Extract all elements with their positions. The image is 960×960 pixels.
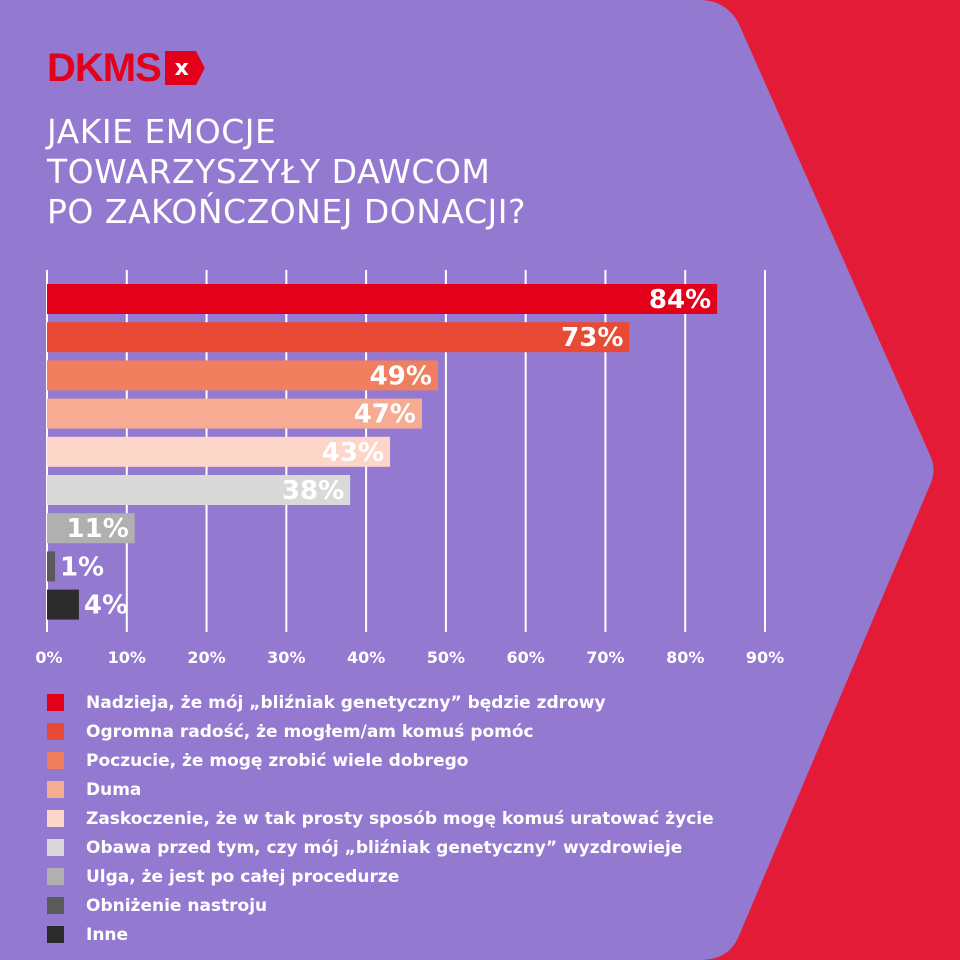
x-tick-label: 60% [507,648,545,667]
bar [47,551,55,582]
x-tick-label: 0% [35,648,62,667]
x-tick-label: 10% [108,648,146,667]
data-label: 84% [649,285,711,315]
data-label: 73% [561,323,623,353]
data-label: 4% [84,591,128,621]
legend-label: Ogromna radość, że mogłem/am komuś pomóc [86,721,534,742]
legend-label: Ulga, że jest po całej procedurze [86,866,400,887]
title-line: TOWARZYSZYŁY DAWCOM [47,152,491,191]
bar [47,322,630,353]
legend-swatch [47,781,64,798]
x-tick-label: 80% [666,648,704,667]
legend-swatch [47,897,64,914]
x-tick-label: 70% [586,648,624,667]
bar [47,475,351,505]
legend-item: Nadzieja, że mój „bliźniak genetyczny” b… [47,688,714,717]
legend-item: Poczucie, że mogę zrobić wiele dobrego [47,746,714,775]
bar [47,513,135,544]
page-title: JAKIE EMOCJE TOWARZYSZYŁY DAWCOM PO ZAKO… [47,112,526,232]
legend-label: Nadzieja, że mój „bliźniak genetyczny” b… [86,692,606,713]
legend-swatch [47,810,64,827]
legend-label: Inne [86,924,129,945]
legend-item: Ulga, że jest po całej procedurze [47,862,714,891]
data-label: 47% [354,400,416,430]
legend-item: Zaskoczenie, że w tak prosty sposób mogę… [47,804,714,833]
x-tick-label: 30% [267,648,305,667]
purple-arrow-panel [0,0,934,960]
legend-swatch [47,694,64,711]
title-line: PO ZAKOŃCZONEJ DONACJI? [47,192,527,231]
legend-label: Zaskoczenie, że w tak prosty sposób mogę… [86,808,714,829]
logo-text: DKMS [47,46,162,90]
bar-chart: 0% 10% 20% 30% 40% 50% 60% 70% 80% 90% 84% 73% 49% 47… [35,270,784,667]
legend-swatch [47,723,64,740]
x-tick-label: 50% [427,648,465,667]
data-label: 1% [60,552,104,582]
title-line: JAKIE EMOCJE [47,112,277,151]
legend-item: Inne [47,920,714,949]
x-tick-label: 90% [746,648,784,667]
bar [47,398,422,429]
data-label: 38% [282,476,344,506]
bar [47,360,438,391]
legend-label: Poczucie, że mogę zrobić wiele dobrego [86,750,469,771]
legend-label: Duma [86,779,142,800]
bar [47,589,79,620]
legend-swatch [47,926,64,943]
dkms-logo: DKMS x [47,48,205,88]
x-tick-label: 40% [347,648,385,667]
x-tick-label: 20% [187,648,225,667]
data-label: 43% [322,438,384,468]
bar [47,436,391,467]
data-label: 11% [67,514,129,544]
legend-item: Duma [47,775,714,804]
data-label: 49% [370,361,432,391]
bar [47,284,718,314]
logo-mark: x [164,51,205,85]
legend-swatch [47,752,64,769]
legend-swatch [47,868,64,885]
legend-label: Obniżenie nastroju [86,895,268,916]
legend-item: Ogromna radość, że mogłem/am komuś pomóc [47,717,714,746]
legend-label: Obawa przed tym, czy mój „bliźniak genet… [86,837,683,858]
legend-item: Obawa przed tym, czy mój „bliźniak genet… [47,833,714,862]
legend-swatch [47,839,64,856]
legend: Nadzieja, że mój „bliźniak genetyczny” b… [47,688,714,949]
legend-item: Obniżenie nastroju [47,891,714,920]
